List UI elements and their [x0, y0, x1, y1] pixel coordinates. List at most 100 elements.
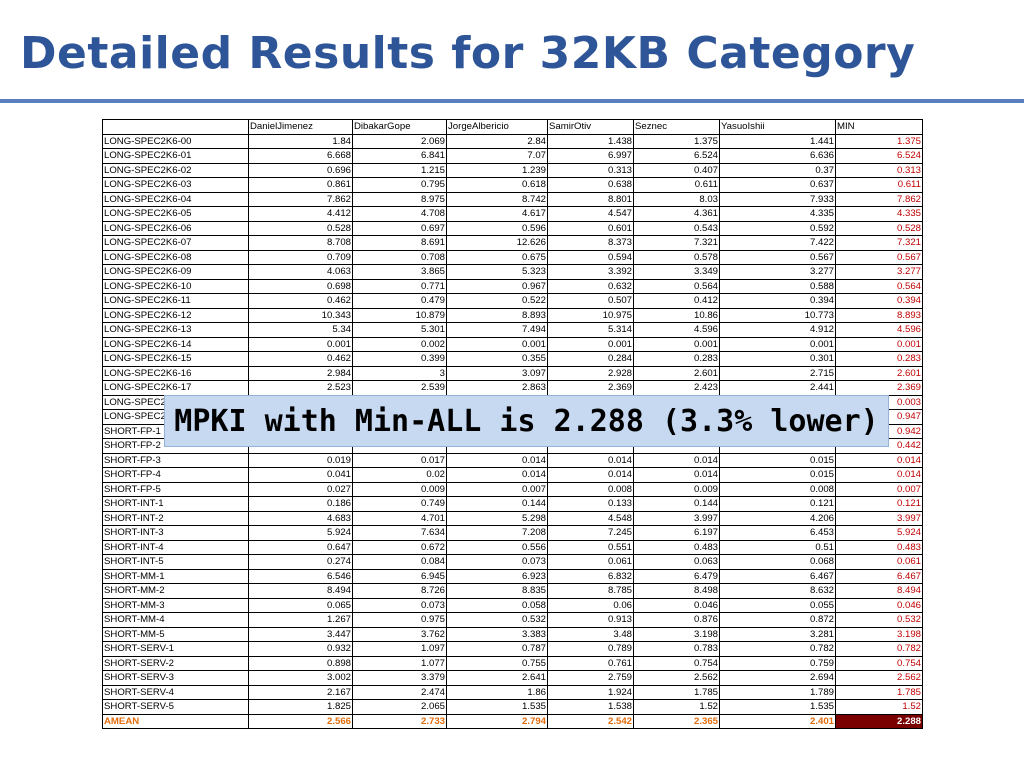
value-cell: 0.759: [719, 655, 836, 671]
benchmark-name-cell: LONG-SPEC2K6-03: [102, 177, 249, 193]
value-cell: 2.167: [248, 684, 353, 700]
benchmark-name-cell: SHORT-SERV-3: [102, 670, 249, 686]
min-value-cell: 2.288: [835, 713, 923, 729]
value-cell: 0.009: [633, 481, 720, 497]
value-cell: 0.479: [352, 293, 447, 309]
benchmark-name-cell: SHORT-FP-4: [102, 467, 249, 483]
value-cell: 4.617: [446, 206, 548, 222]
table-row: SHORT-MM-5 3.447 3.762 3.383 3.48 3.198 3.281 3…: [102, 626, 923, 642]
value-cell: 6.832: [547, 568, 634, 584]
value-cell: 0.638: [547, 177, 634, 193]
value-cell: 4.206: [719, 510, 836, 526]
value-cell: 1.825: [248, 699, 353, 715]
value-cell: 6.668: [248, 148, 353, 164]
value-cell: 0.014: [446, 452, 548, 468]
value-cell: 8.785: [547, 583, 634, 599]
value-cell: 0.522: [446, 293, 548, 309]
value-cell: 4.412: [248, 206, 353, 222]
value-cell: 0.058: [446, 597, 548, 613]
value-cell: 1.785: [633, 684, 720, 700]
value-cell: 0.564: [633, 278, 720, 294]
value-cell: 2.601: [633, 365, 720, 381]
value-cell: 7.321: [633, 235, 720, 251]
table-row: SHORT-FP-4 0.041 0.02 0.014 0.014 0.014 0.015 0…: [102, 467, 923, 483]
value-cell: 0.696: [248, 162, 353, 178]
min-value-cell: 0.283: [835, 351, 923, 367]
value-cell: 2.84: [446, 133, 548, 149]
min-value-cell: 0.483: [835, 539, 923, 555]
table-row: LONG-SPEC2K6-03 0.861 0.795 0.618 0.638 0.611…: [102, 177, 923, 193]
value-cell: 0.073: [446, 554, 548, 570]
value-cell: 0.592: [719, 220, 836, 236]
value-cell: 0.567: [719, 249, 836, 265]
value-cell: 2.474: [352, 684, 447, 700]
value-cell: 0.001: [248, 336, 353, 352]
value-cell: 0.001: [633, 336, 720, 352]
table-row: LONG-SPEC2K6-08 0.709 0.708 0.675 0.594 0.578…: [102, 249, 923, 265]
value-cell: 6.546: [248, 568, 353, 584]
value-cell: 2.794: [446, 713, 548, 729]
header-cell: MIN: [835, 119, 923, 135]
value-cell: 1.215: [352, 162, 447, 178]
value-cell: 7.245: [547, 525, 634, 541]
min-value-cell: 0.754: [835, 655, 923, 671]
value-cell: 0.672: [352, 539, 447, 555]
value-cell: 0.144: [633, 496, 720, 512]
value-cell: 0.144: [446, 496, 548, 512]
value-cell: 8.494: [248, 583, 353, 599]
value-cell: 5.301: [352, 322, 447, 338]
value-cell: 0.543: [633, 220, 720, 236]
value-cell: 8.632: [719, 583, 836, 599]
min-value-cell: 4.596: [835, 322, 923, 338]
value-cell: 1.789: [719, 684, 836, 700]
value-cell: 0.014: [633, 467, 720, 483]
value-cell: 0.027: [248, 481, 353, 497]
value-cell: 0.749: [352, 496, 447, 512]
value-cell: 4.548: [547, 510, 634, 526]
value-cell: 2.562: [633, 670, 720, 686]
value-cell: 3.097: [446, 365, 548, 381]
value-cell: 6.524: [633, 148, 720, 164]
value-cell: 8.835: [446, 583, 548, 599]
table-row: SHORT-INT-3 5.924 7.634 7.208 7.245 6.197 6.45…: [102, 525, 923, 541]
value-cell: 5.314: [547, 322, 634, 338]
table-row: LONG-SPEC2K6-04 7.862 8.975 8.742 8.801 8.03 7…: [102, 191, 923, 207]
min-value-cell: 8.893: [835, 307, 923, 323]
value-cell: 6.841: [352, 148, 447, 164]
benchmark-name-cell: LONG-SPEC2K6-08: [102, 249, 249, 265]
value-cell: 4.683: [248, 510, 353, 526]
min-value-cell: 6.524: [835, 148, 923, 164]
table-row: LONG-SPEC2K6-11 0.462 0.479 0.522 0.507 0.412…: [102, 293, 923, 309]
table-row: SHORT-SERV-2 0.898 1.077 0.755 0.761 0.754 0.7…: [102, 655, 923, 671]
value-cell: 8.708: [248, 235, 353, 251]
value-cell: 6.923: [446, 568, 548, 584]
value-cell: 0.913: [547, 612, 634, 628]
table-row: LONG-SPEC2K6-09 4.063 3.865 5.323 3.392 3.349…: [102, 264, 923, 280]
value-cell: 8.801: [547, 191, 634, 207]
amean-row: AMEAN 2.566 2.733 2.794 2.542 2.365 2.401 2.288: [102, 713, 923, 729]
value-cell: 0.001: [719, 336, 836, 352]
value-cell: 0.009: [352, 481, 447, 497]
value-cell: 0.594: [547, 249, 634, 265]
value-cell: 0.014: [446, 467, 548, 483]
value-cell: 1.097: [352, 641, 447, 657]
value-cell: 0.014: [547, 452, 634, 468]
value-cell: 0.611: [633, 177, 720, 193]
value-cell: 1.375: [633, 133, 720, 149]
value-cell: 0.932: [248, 641, 353, 657]
benchmark-name-cell: SHORT-MM-5: [102, 626, 249, 642]
value-cell: 1.267: [248, 612, 353, 628]
benchmark-name-cell: LONG-SPEC2K6-04: [102, 191, 249, 207]
value-cell: 4.335: [719, 206, 836, 222]
value-cell: 6.197: [633, 525, 720, 541]
min-value-cell: 0.007: [835, 481, 923, 497]
value-cell: 3.281: [719, 626, 836, 642]
results-table: DanielJimenez DibakarGope JorgeAlbericio…: [102, 119, 923, 729]
value-cell: 7.634: [352, 525, 447, 541]
table-row: SHORT-MM-3 0.065 0.073 0.058 0.06 0.046 0.055 0…: [102, 597, 923, 613]
value-cell: 4.596: [633, 322, 720, 338]
value-cell: 3.198: [633, 626, 720, 642]
value-cell: 2.759: [547, 670, 634, 686]
slide-title: Detailed Results for 32KB Category: [20, 28, 916, 79]
header-cell: SamirOtiv: [547, 119, 634, 135]
